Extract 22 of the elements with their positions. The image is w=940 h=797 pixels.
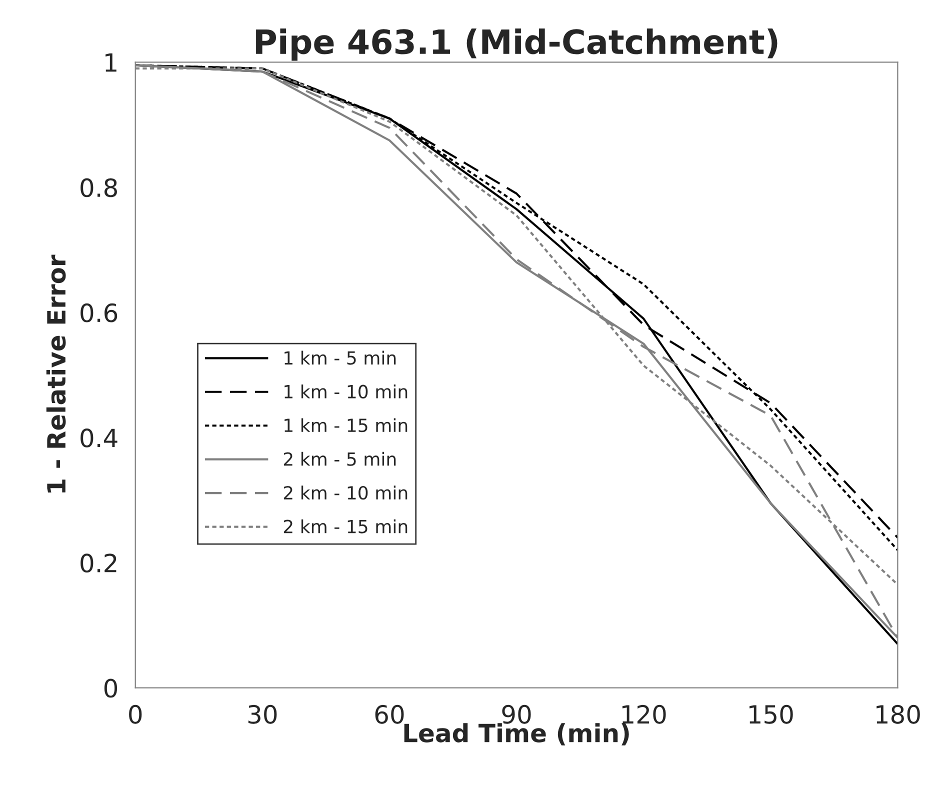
legend-label: 1 km - 5 min: [284, 350, 396, 365]
y-tick-label: 0.4: [80, 428, 118, 448]
x-tick-label: 180: [876, 704, 920, 724]
legend-label: 1 km - 15 min: [284, 418, 408, 432]
legend-label: 2 km - 5 min: [284, 452, 396, 466]
x-tick-label: 150: [750, 704, 793, 724]
y-tick-label: 0.2: [80, 554, 116, 573]
x-axis-title: Lead Time (min): [404, 723, 629, 746]
y-tick-label: 1: [106, 53, 116, 72]
x-tick-label: 60: [375, 704, 404, 724]
y-axis-title: 1 - Relative Error: [46, 254, 66, 492]
legend-label: 2 km - 10 min: [284, 486, 408, 500]
y-tick-label: 0.6: [80, 303, 118, 322]
y-tick-label: 0: [104, 678, 118, 698]
chart-title: Pipe 463.1 (Mid-Catchment): [256, 28, 778, 61]
x-tick-label: 0: [129, 704, 142, 724]
x-tick-label: 120: [622, 704, 666, 724]
x-tick-label: 90: [502, 704, 531, 724]
x-tick-label: 30: [248, 704, 277, 724]
y-tick-label: 0.8: [80, 178, 117, 198]
legend-label: 2 km - 15 min: [284, 519, 408, 534]
legend-label: 1 km - 10 min: [284, 384, 408, 398]
